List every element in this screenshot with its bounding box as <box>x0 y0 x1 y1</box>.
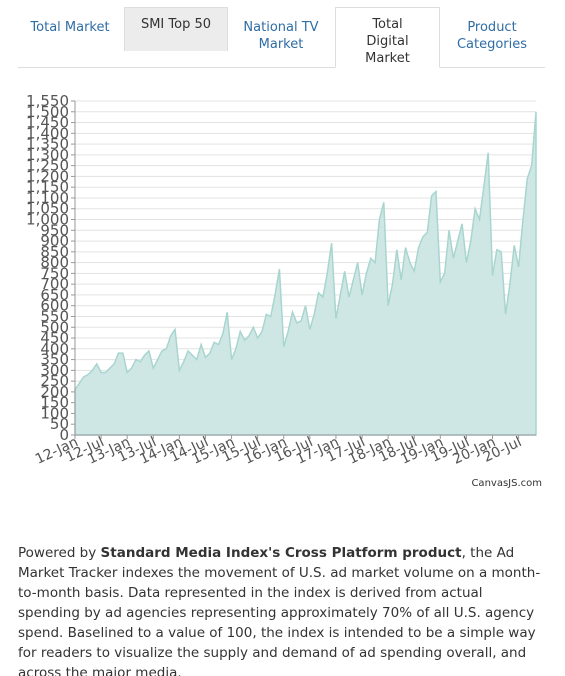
y-tick-label: 500 <box>40 318 69 336</box>
chart: CanvasJS.com 050100150200250300350400450… <box>26 92 542 489</box>
credit[interactable]: CanvasJS.com <box>471 478 542 489</box>
y-tick-label: 750 <box>40 264 69 282</box>
description-bold: Standard Media Index's Cross Platform pr… <box>100 545 462 561</box>
y-tick-label: 1,500 <box>26 103 69 121</box>
y-tick-label: 600 <box>40 297 69 315</box>
y-tick-label: 950 <box>40 221 69 239</box>
tab[interactable]: Total Digital Market <box>335 7 440 68</box>
tab[interactable]: Product Categories <box>456 20 528 52</box>
description: Powered by Standard Media Index's Cross … <box>18 543 546 676</box>
y-tick-label: 100 <box>40 404 69 422</box>
y-tick-label: 1,050 <box>26 200 69 218</box>
y-tick-label: 1,250 <box>26 157 69 175</box>
y-tick-label: 1,000 <box>26 211 69 229</box>
y-tick-label: 50 <box>50 415 69 433</box>
y-tick-label: 200 <box>40 383 69 401</box>
y-tick-label: 1,150 <box>26 178 69 196</box>
description-text: , the Ad Market Tracker indexes the move… <box>18 545 541 676</box>
y-tick-label: 800 <box>40 254 69 272</box>
y-tick-label: 300 <box>40 361 69 379</box>
y-tick-label: 900 <box>40 232 69 250</box>
y-tick-label: 1,300 <box>26 146 69 164</box>
y-tick-label: 150 <box>40 394 69 412</box>
y-tick-label: 250 <box>40 372 69 390</box>
y-tick-label: 1,350 <box>26 135 69 153</box>
y-tick-label: 1,200 <box>26 167 69 185</box>
description-text: Powered by <box>18 545 101 561</box>
y-tick-label: 850 <box>40 243 69 261</box>
tab[interactable]: SMI Top 50 <box>124 7 228 51</box>
tab[interactable]: National TV Market <box>243 20 319 52</box>
y-tick-label: 700 <box>40 275 69 293</box>
y-tick-label: 550 <box>40 307 69 325</box>
y-tick-label: 1,100 <box>26 189 69 207</box>
y-tick-label: 1,550 <box>26 92 69 110</box>
tab-bar: Total Market SMI Top 50 National TV Mark… <box>18 7 545 68</box>
tab[interactable]: Total Market <box>30 20 110 35</box>
y-tick-label: 400 <box>40 340 69 358</box>
y-tick-label: 650 <box>40 286 69 304</box>
area <box>74 111 537 436</box>
y-tick-label: 450 <box>40 329 69 347</box>
y-tick-label: 1,400 <box>26 124 69 142</box>
y-tick-label: 1,450 <box>26 114 69 132</box>
y-tick-label: 0 <box>59 426 69 444</box>
y-tick-label: 350 <box>40 351 69 369</box>
